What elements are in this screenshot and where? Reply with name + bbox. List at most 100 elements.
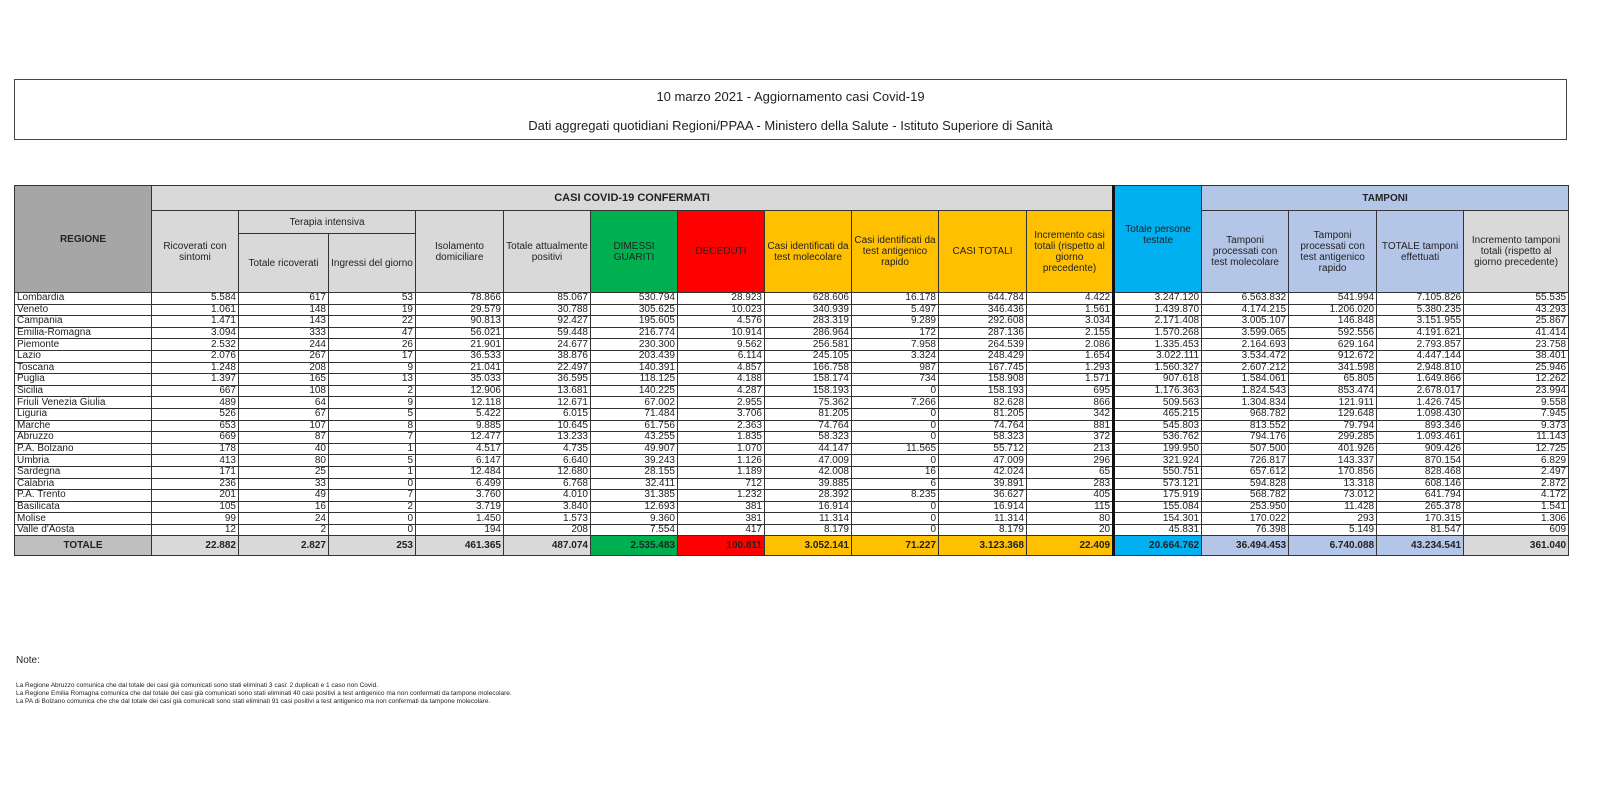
value-cell: 3.706 xyxy=(677,407,765,421)
value-cell: 1.397 xyxy=(151,373,239,386)
region-name-cell: Valle d'Aosta xyxy=(14,523,152,537)
value-cell: 1.570.268 xyxy=(1112,326,1203,340)
value-cell: 26 xyxy=(328,338,416,351)
value-cell: 12.693 xyxy=(590,500,678,514)
value-cell: 155.084 xyxy=(1112,500,1203,514)
value-cell: 712 xyxy=(677,477,765,491)
value-cell: 1 xyxy=(328,442,416,456)
value-cell: 41.414 xyxy=(1463,326,1570,340)
value-cell: 9.562 xyxy=(677,338,765,351)
value-cell: 7 xyxy=(328,489,416,502)
table-row: P.A. Trento 201 49 7 3.760 4.010 31.385 1.232 28… xyxy=(14,489,1570,502)
value-cell: 1 xyxy=(328,465,416,479)
value-cell: 45.831 xyxy=(1112,523,1203,537)
header-ti-totale: Totale ricoverati xyxy=(238,233,329,293)
value-cell: 5.422 xyxy=(415,407,504,421)
value-cell: 16 xyxy=(238,500,329,514)
value-cell: 657.612 xyxy=(1201,465,1290,479)
value-cell: 0 xyxy=(328,512,416,525)
value-cell: 507.500 xyxy=(1201,442,1290,456)
value-cell: 0 xyxy=(851,523,939,537)
value-cell: 0 xyxy=(851,419,939,433)
value-cell: 2.793.857 xyxy=(1376,338,1465,351)
value-cell: 13 xyxy=(328,373,416,386)
value-cell: 55.712 xyxy=(938,442,1027,456)
value-cell: 2.955 xyxy=(677,396,765,409)
value-cell: 99 xyxy=(151,512,239,525)
region-name-cell: Basilicata xyxy=(14,500,152,514)
value-cell: 165 xyxy=(238,373,329,386)
value-cell: 1.126 xyxy=(677,454,765,467)
value-cell: 21.041 xyxy=(415,361,504,375)
value-cell: 42.008 xyxy=(764,465,852,479)
value-cell: 2.607.212 xyxy=(1201,361,1290,375)
value-cell: 216.774 xyxy=(590,326,678,340)
value-cell: 166.758 xyxy=(764,361,852,375)
value-cell: 6.640 xyxy=(503,454,591,467)
value-cell: 129.648 xyxy=(1288,407,1378,421)
value-cell: 236 xyxy=(151,477,239,491)
value-cell: 987 xyxy=(851,361,939,375)
value-cell: 53 xyxy=(328,292,416,305)
value-cell: 11.428 xyxy=(1288,500,1378,514)
value-cell: 1.293 xyxy=(1025,361,1115,375)
value-cell: 40 xyxy=(238,442,329,456)
value-cell: 100.811 xyxy=(677,535,765,557)
value-cell: 2.086 xyxy=(1025,338,1115,351)
header-tamponi-totale: TOTALE tamponi effettuati xyxy=(1376,210,1465,293)
value-cell: 1.835 xyxy=(677,431,765,444)
value-cell: 4.174.215 xyxy=(1201,303,1290,317)
header-incremento-tamponi: Incremento tamponi totali (rispetto al g… xyxy=(1463,210,1570,293)
table-row: Piemonte 2.532 244 26 21.901 24.677 230.300 9.5… xyxy=(14,338,1570,351)
region-name-cell: Molise xyxy=(14,512,152,525)
value-cell: 178 xyxy=(151,442,239,456)
value-cell: 13.681 xyxy=(503,384,591,398)
value-cell: 3.094 xyxy=(151,326,239,340)
value-cell: 2.827 xyxy=(238,535,329,557)
region-name-cell: Campania xyxy=(14,315,152,328)
value-cell: 3.022.111 xyxy=(1112,349,1203,363)
header-incremento-casi: Incremento casi totali (rispetto al gior… xyxy=(1025,210,1115,293)
value-cell: 230.300 xyxy=(590,338,678,351)
value-cell: 58.323 xyxy=(764,431,852,444)
value-cell: 12.477 xyxy=(415,431,504,444)
value-cell: 287.136 xyxy=(938,326,1027,340)
value-cell: 21.901 xyxy=(415,338,504,351)
value-cell: 333 xyxy=(238,326,329,340)
value-cell: 167.745 xyxy=(938,361,1027,375)
value-cell: 617 xyxy=(238,292,329,305)
value-cell: 194 xyxy=(415,523,504,537)
region-name-cell: Abruzzo xyxy=(14,431,152,444)
header-terapia-intensiva: Terapia intensiva xyxy=(238,210,416,234)
value-cell: 3.123.368 xyxy=(938,535,1027,557)
value-cell: 78.866 xyxy=(415,292,504,305)
value-cell: 90.813 xyxy=(415,315,504,328)
value-cell: 43.293 xyxy=(1463,303,1570,317)
region-name-cell: Emilia-Romagna xyxy=(14,326,152,340)
value-cell: 170.856 xyxy=(1288,465,1378,479)
value-cell: 28.155 xyxy=(590,465,678,479)
region-name-cell: Veneto xyxy=(14,303,152,317)
value-cell: 9.558 xyxy=(1463,396,1570,409)
region-name-cell: TOTALE xyxy=(14,535,152,557)
value-cell: 644.784 xyxy=(938,292,1027,305)
region-name-cell: Sicilia xyxy=(14,384,152,398)
value-cell: 592.556 xyxy=(1288,326,1378,340)
value-cell: 13.318 xyxy=(1288,477,1378,491)
value-cell: 80 xyxy=(238,454,329,467)
value-cell: 487.074 xyxy=(503,535,591,557)
value-cell: 12.484 xyxy=(415,465,504,479)
value-cell: 296 xyxy=(1025,454,1115,467)
value-cell: 3.324 xyxy=(851,349,939,363)
value-cell: 0 xyxy=(851,512,939,525)
title-box: 10 marzo 2021 - Aggiornamento casi Covid… xyxy=(14,79,1567,140)
table-row: Molise 99 24 0 1.450 1.573 9.360 381 11.314 0 11.3… xyxy=(14,512,1570,525)
value-cell: 3.760 xyxy=(415,489,504,502)
value-cell: 140.391 xyxy=(590,361,678,375)
value-cell: 669 xyxy=(151,431,239,444)
note-line: La Regione Abruzzo comunica che dal tota… xyxy=(16,682,379,689)
value-cell: 1.189 xyxy=(677,465,765,479)
value-cell: 12.680 xyxy=(503,465,591,479)
value-cell: 550.751 xyxy=(1112,465,1203,479)
value-cell: 2 xyxy=(328,500,416,514)
